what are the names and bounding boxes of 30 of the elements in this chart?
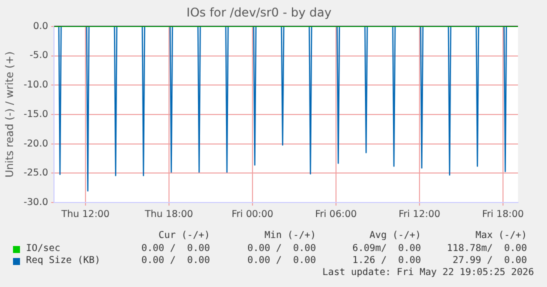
text: 1.26 / 0.00 [352,255,421,266]
y-tick-label: -30.0 [24,197,48,208]
y-tick-label: 0.0 [33,20,48,32]
y-tick-label: -25.0 [24,168,48,179]
chart-title: IOs for /dev/sr0 - by day [186,5,332,20]
text: 0.00 / 0.00 [247,243,316,254]
text: 0.00 / 0.00 [247,255,316,266]
x-tick-label: Thu 12:00 [60,208,110,220]
y-tick-label: -15.0 [24,108,48,120]
text: Min (-/+) [264,230,316,241]
text: Cur (-/+) [158,230,210,241]
x-tick-label: Fri 00:00 [232,208,274,220]
legend-label: IO/sec [26,243,60,254]
x-tick-label: Fri 18:00 [482,208,524,220]
text: Max (-/+) [476,230,527,241]
legend-label: Req Size (KB) [26,255,100,266]
text: 0.00 / 0.00 [141,255,210,266]
y-tick-label: -5.0 [30,50,48,62]
text: 27.99 / 0.00 [452,255,527,266]
y-axis-title: Units read (-) / write (+) [4,51,16,178]
x-tick-label: Fri 12:00 [398,208,440,220]
text: 6.09m/ 0.00 [352,243,421,254]
x-tick-label: Thu 18:00 [144,208,194,220]
y-tick-label: -20.0 [24,138,48,150]
y-tick-label: -10.0 [24,80,48,91]
text: 118.78m/ 0.00 [446,243,527,254]
text: Last update: Fri May 22 19:05:25 2026 [322,267,534,278]
text: 0.00 / 0.00 [141,243,210,254]
text: Avg (-/+) [370,230,421,241]
x-tick-label: Fri 06:00 [315,208,357,220]
